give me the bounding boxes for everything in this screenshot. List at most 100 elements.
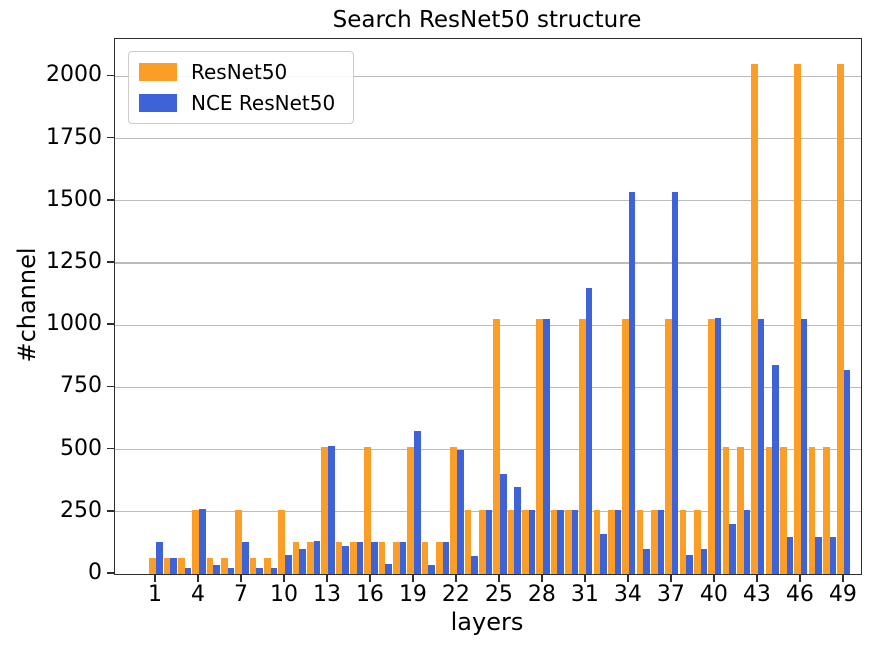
x-tick-label-40: 40 (699, 582, 728, 607)
bar-resnet50-layer-38 (679, 510, 687, 574)
x-tick-mark-34 (627, 574, 629, 582)
bar-resnet50-layer-14 (335, 542, 343, 574)
x-tick-label-1: 1 (148, 582, 162, 607)
y-tick-label-250: 250 (60, 497, 102, 523)
bar-resnet50-layer-32 (593, 510, 601, 574)
bar-resnet50-layer-37 (665, 319, 672, 574)
bar-resnet50-layer-8 (249, 558, 257, 574)
y-tick-mark-1000 (107, 323, 114, 325)
bar-resnet50-layer-4 (192, 510, 199, 574)
x-tick-mark-43 (756, 574, 758, 582)
bar-resnet50-layer-20 (421, 542, 429, 574)
bar-nce-resnet50-layer-15 (356, 542, 364, 574)
bar-nce-resnet50-layer-6 (227, 567, 235, 574)
bar-resnet50-layer-19 (407, 446, 414, 574)
y-tick-label-1250: 1250 (46, 248, 102, 274)
bar-resnet50-layer-28 (536, 319, 543, 574)
gridline-1500 (115, 200, 861, 202)
bar-nce-resnet50-layer-3 (184, 567, 192, 574)
bar-nce-resnet50-layer-41 (729, 524, 736, 574)
bar-nce-resnet50-layer-49 (843, 369, 851, 574)
x-tick-mark-19 (412, 574, 414, 582)
x-tick-label-34: 34 (613, 582, 642, 607)
x-tick-label-25: 25 (484, 582, 513, 607)
bar-resnet50-layer-34 (622, 319, 629, 574)
y-tick-mark-0 (107, 572, 114, 574)
x-tick-mark-22 (455, 574, 457, 582)
bar-nce-resnet50-layer-25 (499, 474, 507, 574)
chart-title: Search ResNet50 structure (332, 7, 642, 33)
y-tick-label-1000: 1000 (46, 311, 102, 337)
bar-nce-resnet50-layer-21 (442, 542, 450, 574)
x-tick-label-37: 37 (656, 582, 685, 607)
x-tick-mark-10 (283, 574, 285, 582)
legend-swatch-resnet50 (139, 63, 177, 81)
y-tick-mark-1500 (107, 198, 114, 201)
gridline-750 (115, 386, 861, 388)
bar-nce-resnet50-layer-44 (772, 364, 779, 574)
gridline-1000 (115, 324, 861, 326)
x-tick-mark-37 (670, 574, 672, 582)
bar-nce-resnet50-layer-16 (370, 541, 378, 574)
x-tick-label-13: 13 (312, 582, 341, 607)
bar-nce-resnet50-layer-10 (284, 554, 292, 574)
bar-nce-resnet50-layer-32 (600, 534, 607, 574)
legend-swatch-nce-resnet50 (139, 94, 177, 112)
x-tick-mark-46 (799, 574, 801, 582)
y-tick-mark-750 (107, 385, 114, 388)
bar-resnet50-layer-41 (722, 446, 730, 574)
bar-resnet50-layer-30 (564, 510, 572, 574)
bar-nce-resnet50-layer-5 (213, 564, 220, 574)
bar-resnet50-layer-16 (364, 446, 371, 574)
bar-resnet50-layer-25 (493, 319, 500, 574)
bar-resnet50-layer-43 (751, 64, 758, 574)
bar-resnet50-layer-1 (149, 558, 156, 574)
x-tick-mark-4 (197, 574, 199, 582)
x-tick-label-49: 49 (828, 582, 857, 607)
bar-resnet50-layer-13 (321, 446, 328, 574)
bar-resnet50-layer-31 (579, 319, 586, 574)
y-tick-mark-500 (107, 447, 114, 450)
bar-nce-resnet50-layer-2 (170, 558, 177, 574)
legend-entry-nce-resnet50: NCE ResNet50 (139, 91, 335, 115)
plot-inner (115, 39, 861, 574)
bar-nce-resnet50-layer-29 (557, 510, 564, 574)
bar-nce-resnet50-layer-13 (327, 445, 335, 574)
bar-nce-resnet50-layer-45 (786, 536, 794, 574)
x-tick-mark-16 (369, 574, 371, 582)
x-tick-label-22: 22 (441, 582, 470, 607)
bar-resnet50-layer-44 (765, 446, 773, 574)
x-tick-label-31: 31 (570, 582, 599, 607)
bar-nce-resnet50-layer-46 (800, 319, 808, 574)
bar-nce-resnet50-layer-30 (571, 510, 579, 574)
bar-nce-resnet50-layer-11 (299, 549, 306, 574)
bar-resnet50-layer-15 (350, 542, 357, 574)
plot-area: ResNet50 NCE ResNet50 (114, 38, 862, 575)
x-tick-mark-1 (154, 574, 156, 582)
bar-nce-resnet50-layer-20 (428, 565, 435, 574)
bar-nce-resnet50-layer-8 (256, 568, 263, 574)
bar-nce-resnet50-layer-19 (413, 430, 421, 574)
x-tick-mark-25 (498, 574, 500, 582)
legend-label-nce-resnet50: NCE ResNet50 (191, 91, 336, 115)
bar-nce-resnet50-layer-28 (542, 319, 550, 574)
bar-resnet50-layer-22 (450, 446, 457, 574)
y-tick-mark-1250 (107, 261, 114, 263)
bar-resnet50-layer-23 (464, 510, 472, 574)
y-tick-label-1500: 1500 (46, 186, 102, 212)
bar-resnet50-layer-24 (478, 510, 486, 574)
x-tick-label-43: 43 (742, 582, 771, 607)
bar-resnet50-layer-27 (521, 510, 529, 574)
bar-nce-resnet50-layer-40 (714, 317, 722, 574)
bar-resnet50-layer-46 (794, 64, 801, 574)
bar-nce-resnet50-layer-7 (241, 542, 249, 574)
bar-resnet50-layer-6 (221, 558, 228, 574)
gridline-2000 (115, 75, 861, 77)
bar-nce-resnet50-layer-39 (700, 549, 708, 574)
bar-nce-resnet50-layer-24 (485, 510, 493, 574)
y-tick-mark-1750 (107, 136, 114, 139)
y-tick-label-2000: 2000 (46, 62, 102, 88)
bar-nce-resnet50-layer-38 (686, 555, 693, 574)
bar-resnet50-layer-12 (307, 542, 314, 574)
